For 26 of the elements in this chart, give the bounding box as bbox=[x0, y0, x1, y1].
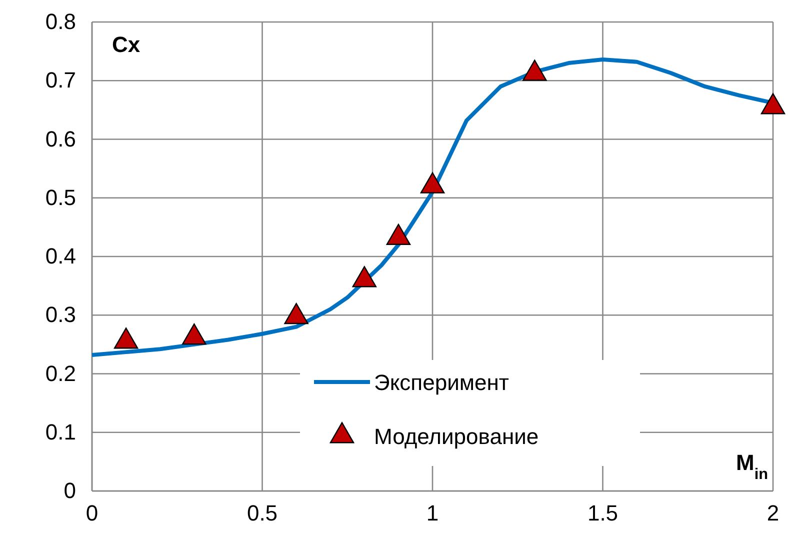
x-tick-label: 1.5 bbox=[587, 500, 618, 526]
y-tick-label: 0.4 bbox=[45, 244, 76, 269]
x-tick-label: 0.5 bbox=[246, 500, 278, 526]
y-tick-label: 0.2 bbox=[45, 360, 76, 386]
x-tick-label: 2 bbox=[766, 500, 780, 526]
y-tick-label: 0 bbox=[64, 478, 76, 504]
x-tick-label: 1 bbox=[426, 500, 439, 526]
y-tick-label: 0.5 bbox=[45, 184, 76, 210]
point bbox=[420, 172, 445, 194]
point bbox=[760, 93, 786, 114]
x-tick-label: 0 bbox=[86, 500, 98, 526]
y-tick-label: 0.8 bbox=[45, 9, 76, 34]
point bbox=[182, 323, 206, 345]
legend-label: Эксперимент bbox=[374, 370, 509, 395]
y-tick-label: 0.6 bbox=[45, 126, 76, 152]
y-tick-label: 0.7 bbox=[45, 68, 76, 93]
point bbox=[352, 266, 377, 288]
legend-label: Моделирование bbox=[374, 424, 539, 449]
point bbox=[114, 328, 138, 349]
y-tick-label: 0.1 bbox=[45, 419, 76, 444]
x-axis-title: M$_{in}$ bbox=[736, 450, 768, 482]
y-tick-label: 0.3 bbox=[45, 302, 76, 328]
point bbox=[284, 302, 308, 324]
point bbox=[386, 224, 411, 245]
y-axis-title: Cx bbox=[112, 32, 141, 57]
point bbox=[522, 60, 547, 81]
